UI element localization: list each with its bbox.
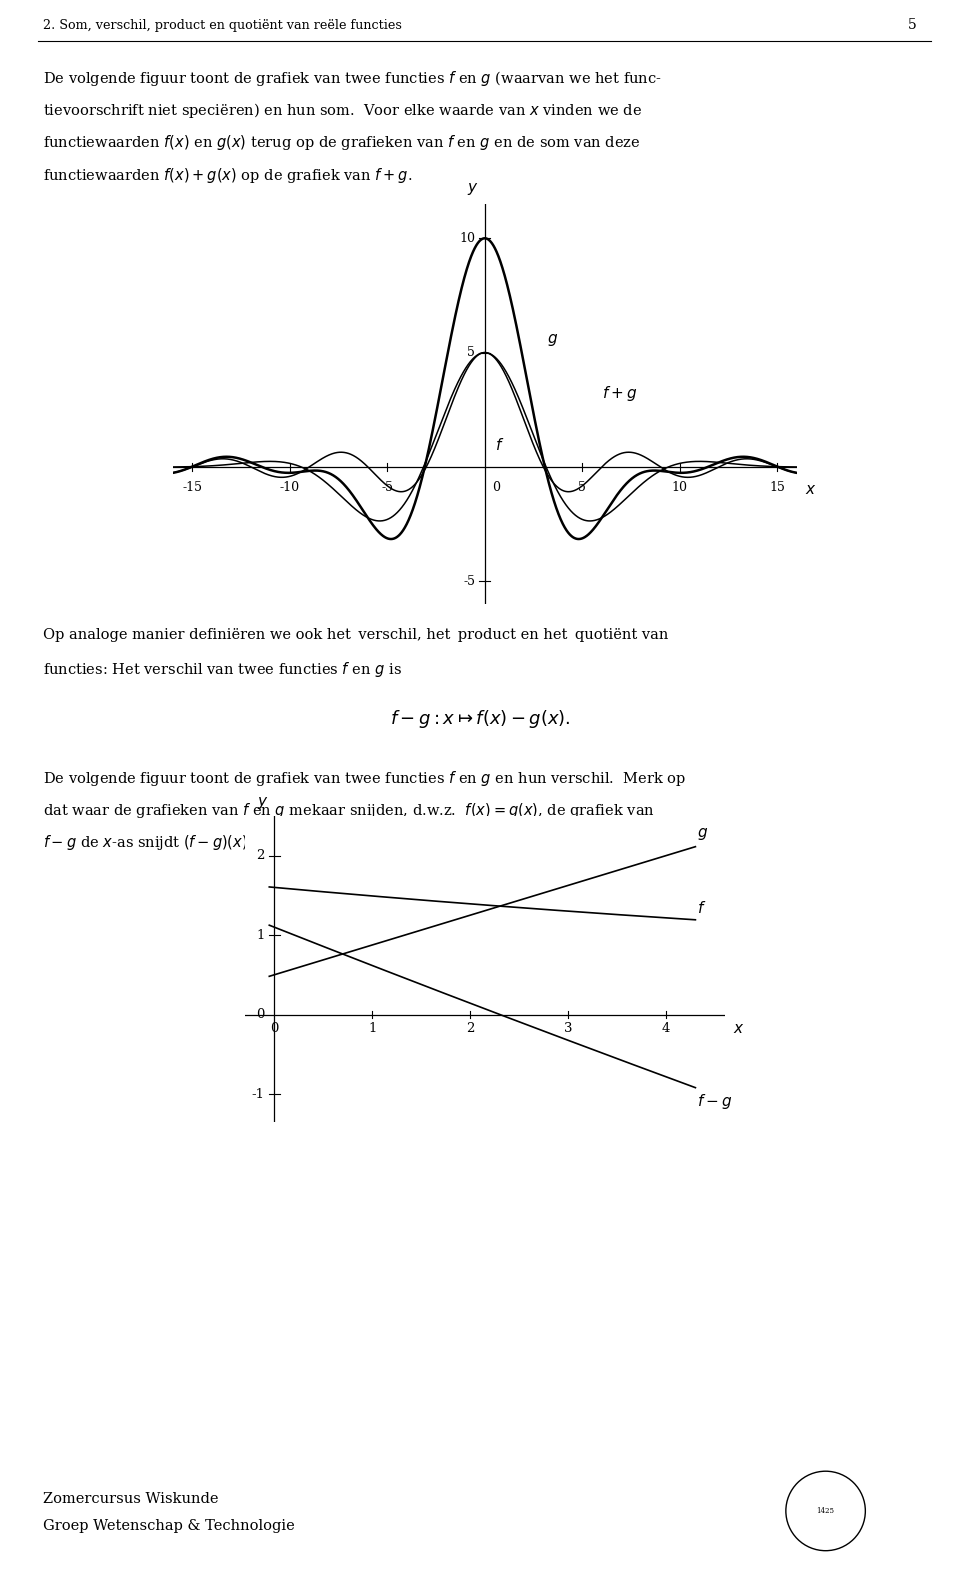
Text: $f + g$: $f + g$ [602,384,637,403]
Text: functies: Het verschil van twee functies $f$ en $g$ is: functies: Het verschil van twee functies… [43,659,402,679]
Text: Op analoge manier definiëren we ook het  verschil, het  product en het  quotiënt: Op analoge manier definiëren we ook het … [43,628,668,642]
Text: -5: -5 [463,574,475,588]
Text: Zomercursus Wiskunde: Zomercursus Wiskunde [43,1492,219,1506]
Text: $x$: $x$ [804,483,816,497]
Text: 10: 10 [672,480,687,494]
Text: -1: -1 [252,1087,264,1100]
Text: 10: 10 [459,232,475,245]
Text: 2: 2 [256,849,264,861]
Text: 0: 0 [256,1007,264,1021]
Text: 3: 3 [564,1023,572,1036]
Text: dat waar de grafieken van $f$ en $g$ mekaar snijden, d.w.z.  $f(x) = g(x)$, de g: dat waar de grafieken van $f$ en $g$ mek… [43,802,655,821]
Text: $f - g : x \mapsto f(x) - g(x).$: $f - g : x \mapsto f(x) - g(x).$ [390,708,570,730]
Text: -15: -15 [182,480,203,494]
Text: 0: 0 [492,480,500,494]
Text: $f - g$ de $x$-as snijdt $(f - g)(x) = f(x) - g(x) = 0$.: $f - g$ de $x$-as snijdt $(f - g)(x) = f… [43,833,371,852]
Text: 1: 1 [256,929,264,941]
Text: functiewaarden $f(x)$ en $g(x)$ terug op de grafieken van $f$ en $g$ en de som v: functiewaarden $f(x)$ en $g(x)$ terug op… [43,133,640,152]
Text: De volgende figuur toont de grafiek van twee functies $f$ en $g$ en hun verschil: De volgende figuur toont de grafiek van … [43,769,686,788]
Text: 5: 5 [468,347,475,359]
Text: $f$: $f$ [697,901,707,916]
Text: -5: -5 [381,480,394,494]
Text: $f$: $f$ [494,438,504,453]
Text: 1425: 1425 [817,1506,834,1516]
Text: $g$: $g$ [547,333,559,348]
Text: 2: 2 [466,1023,474,1036]
Text: 0: 0 [270,1023,278,1036]
Text: -10: -10 [279,480,300,494]
Text: 5: 5 [908,19,917,31]
Text: functiewaarden $f(x) + g(x)$ op de grafiek van $f + g$.: functiewaarden $f(x) + g(x)$ op de grafi… [43,166,413,185]
Text: De volgende figuur toont de grafiek van twee functies $f$ en $g$ (waarvan we het: De volgende figuur toont de grafiek van … [43,69,661,88]
Text: $f - g$: $f - g$ [697,1092,732,1111]
Text: tievoorschrift niet speciëren) en hun som.  Voor elke waarde van $x$ vinden we d: tievoorschrift niet speciëren) en hun so… [43,100,642,121]
Text: $y$: $y$ [468,180,479,198]
Text: $g$: $g$ [697,827,708,843]
Text: 4: 4 [661,1023,670,1036]
Text: Groep Wetenschap & Technologie: Groep Wetenschap & Technologie [43,1519,295,1533]
Text: $y$: $y$ [256,795,268,811]
Text: 15: 15 [769,480,785,494]
Text: 1: 1 [368,1023,376,1036]
Text: 2. Som, verschil, product en quotiënt van reële functies: 2. Som, verschil, product en quotiënt va… [43,19,402,31]
Text: 5: 5 [578,480,587,494]
Text: $x$: $x$ [732,1023,744,1037]
